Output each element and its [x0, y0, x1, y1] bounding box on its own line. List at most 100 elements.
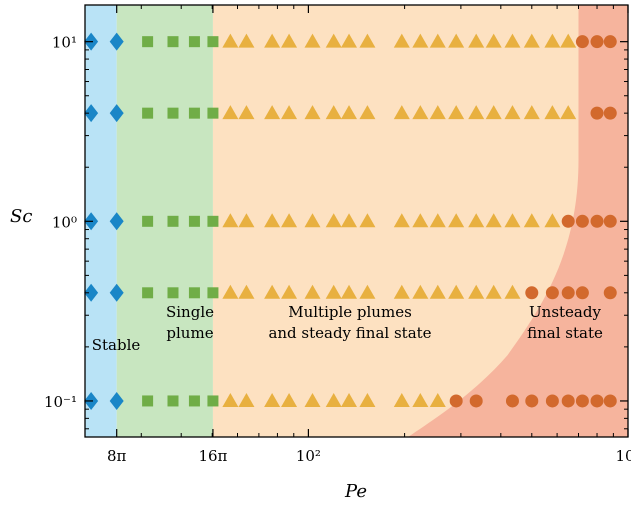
square-marker: [142, 107, 154, 119]
x-tick-label: 10³: [615, 447, 631, 465]
circle-marker: [545, 286, 559, 300]
square-marker: [207, 36, 219, 48]
triangle-marker: [523, 105, 540, 120]
circle-marker: [603, 286, 617, 300]
circle-marker: [561, 394, 575, 408]
data-markers: [84, 32, 617, 410]
triangle-marker: [281, 392, 298, 407]
y-tick-label: 10⁻¹: [44, 393, 77, 411]
triangle-marker: [448, 105, 465, 120]
square-marker: [142, 287, 154, 299]
triangle-marker: [523, 33, 540, 48]
triangle-marker: [504, 33, 521, 48]
circle-marker: [590, 35, 604, 49]
square-marker: [188, 107, 200, 119]
circle-marker: [603, 35, 617, 49]
triangle-marker: [504, 284, 521, 299]
triangle-marker: [238, 33, 255, 48]
region-label-3-line-0: Unsteady: [529, 303, 601, 321]
square-marker: [188, 287, 200, 299]
square-marker: [142, 395, 154, 407]
triangle-marker: [222, 105, 239, 120]
triangle-marker: [544, 105, 561, 120]
circle-marker: [590, 394, 604, 408]
triangle-marker: [341, 284, 358, 299]
triangle-marker: [304, 392, 321, 407]
circle-marker: [603, 394, 617, 408]
triangle-marker: [504, 213, 521, 228]
triangle-marker: [359, 284, 376, 299]
triangle-marker: [222, 33, 239, 48]
triangle-marker: [341, 392, 358, 407]
circle-marker: [449, 394, 463, 408]
triangle-marker: [238, 392, 255, 407]
y-tick-label: 10¹: [52, 34, 77, 52]
x-tick-label: 16π: [198, 447, 227, 465]
x-axis-label: Pe: [344, 481, 367, 502]
triangle-marker: [281, 213, 298, 228]
square-marker: [167, 36, 179, 48]
region-label-2-line-0: Multiple plumes: [288, 303, 412, 321]
circle-marker: [590, 106, 604, 120]
circle-marker: [575, 214, 589, 228]
square-marker: [188, 36, 200, 48]
square-marker: [142, 36, 154, 48]
triangle-marker: [448, 213, 465, 228]
triangle-marker: [281, 105, 298, 120]
diamond-marker: [84, 283, 99, 302]
region-label-2-line-1: and steady final state: [268, 324, 431, 342]
square-marker: [167, 395, 179, 407]
triangle-marker: [238, 213, 255, 228]
diamond-marker: [109, 391, 124, 410]
square-marker: [188, 215, 200, 227]
region-labels: Stable Single plume Multiple plumes and stea…: [92, 303, 603, 354]
triangle-marker: [325, 105, 342, 120]
triangle-marker: [485, 284, 502, 299]
triangle-marker: [429, 392, 446, 407]
square-marker: [188, 395, 200, 407]
triangle-marker: [485, 213, 502, 228]
triangle-marker: [264, 392, 281, 407]
circle-marker: [525, 286, 539, 300]
circle-marker: [561, 286, 575, 300]
square-marker: [207, 395, 219, 407]
triangle-marker: [304, 284, 321, 299]
circle-marker: [603, 214, 617, 228]
triangle-marker: [325, 213, 342, 228]
triangle-marker: [468, 105, 485, 120]
triangle-marker: [222, 392, 239, 407]
square-marker: [207, 215, 219, 227]
triangle-marker: [485, 105, 502, 120]
square-marker: [167, 287, 179, 299]
triangle-marker: [238, 284, 255, 299]
triangle-marker: [468, 33, 485, 48]
triangle-marker: [325, 33, 342, 48]
triangle-marker: [281, 33, 298, 48]
diamond-marker: [109, 283, 124, 302]
triangle-marker: [238, 105, 255, 120]
region-unsteady: [408, 5, 628, 437]
square-marker: [207, 287, 219, 299]
triangle-marker: [544, 33, 561, 48]
triangle-marker: [304, 33, 321, 48]
circle-marker: [561, 214, 575, 228]
triangle-marker: [560, 105, 577, 120]
triangle-marker: [325, 392, 342, 407]
triangle-marker: [359, 392, 376, 407]
triangle-marker: [393, 105, 410, 120]
diamond-marker: [109, 32, 124, 51]
triangle-marker: [429, 33, 446, 48]
circle-marker: [525, 394, 539, 408]
square-marker: [167, 215, 179, 227]
triangle-marker: [504, 105, 521, 120]
triangle-marker: [393, 213, 410, 228]
diamond-marker: [109, 212, 124, 231]
triangle-marker: [412, 33, 429, 48]
triangle-marker: [412, 284, 429, 299]
triangle-marker: [468, 213, 485, 228]
triangle-marker: [222, 213, 239, 228]
triangle-marker: [341, 33, 358, 48]
triangle-marker: [359, 33, 376, 48]
square-marker: [142, 215, 154, 227]
region-label-3-line-1: final state: [527, 324, 603, 342]
